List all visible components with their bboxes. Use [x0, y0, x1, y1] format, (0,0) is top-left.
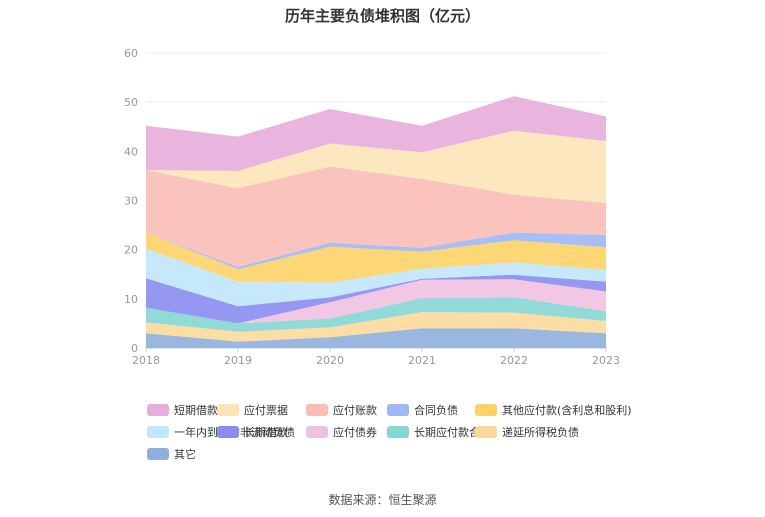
- legend-label: 长期应付款合计: [414, 426, 491, 439]
- legend-label: 应付债券: [333, 426, 377, 439]
- stacked-area-chart: 0 10 20 30 40 50 60 2018 2019 2020 2021 2022 2023: [124, 47, 620, 367]
- x-tick-label: 2023: [592, 354, 620, 367]
- chart-title: 历年主要负债堆积图（亿元）: [284, 7, 480, 25]
- legend-swatch: [475, 426, 497, 438]
- area-series: [146, 130, 606, 203]
- legend-swatch: [475, 404, 497, 416]
- legend-label: 合同负债: [414, 404, 458, 417]
- legend-swatch: [306, 426, 328, 438]
- legend-item[interactable]: 其它: [147, 446, 196, 462]
- legend-swatch: [147, 426, 169, 438]
- y-tick-label: 30: [124, 195, 138, 208]
- legend-swatch: [147, 404, 169, 416]
- y-tick-label: 0: [131, 342, 138, 355]
- x-tick-label: 2021: [408, 354, 436, 367]
- x-tick-label: 2019: [224, 354, 252, 367]
- legend-item[interactable]: 短期借款: [147, 402, 218, 418]
- legend-label: 应付账款: [333, 404, 377, 417]
- data-source: 数据来源：恒生聚源: [328, 493, 437, 507]
- legend-item[interactable]: 应付账款: [306, 402, 377, 418]
- y-tick-label: 60: [124, 47, 138, 60]
- legend-swatch: [387, 426, 409, 438]
- area-series: [146, 279, 606, 324]
- legend-item[interactable]: 其他应付款(含利息和股利): [475, 402, 632, 418]
- legend-swatch: [306, 404, 328, 416]
- area-series: [146, 232, 606, 270]
- legend-item[interactable]: 递延所得税负债: [475, 424, 579, 440]
- legend-item[interactable]: 应付票据: [217, 402, 288, 418]
- x-tick-label: 2022: [500, 354, 528, 367]
- x-tick-label: 2018: [132, 354, 160, 367]
- y-tick-label: 10: [124, 293, 138, 306]
- area-series: [146, 328, 606, 348]
- area-series: [146, 96, 606, 171]
- legend-item[interactable]: 长期借款: [217, 424, 288, 440]
- legend-item[interactable]: 合同负债: [387, 402, 458, 418]
- area-series: [146, 312, 606, 342]
- legend-swatch: [387, 404, 409, 416]
- legend-label: 应付票据: [244, 404, 288, 417]
- legend-label: 递延所得税负债: [502, 426, 579, 439]
- y-tick-label: 40: [124, 145, 138, 158]
- y-tick-label: 20: [124, 244, 138, 257]
- area-series: [146, 232, 606, 283]
- legend-item[interactable]: 长期应付款合计: [387, 424, 491, 440]
- legend-swatch: [217, 404, 239, 416]
- x-tick-label: 2020: [316, 354, 344, 367]
- legend-swatch: [147, 448, 169, 460]
- area-series: [146, 248, 606, 307]
- legend-item[interactable]: 应付债券: [306, 424, 377, 440]
- legend-label: 长期借款: [244, 426, 288, 439]
- y-tick-label: 50: [124, 96, 138, 109]
- legend-label: 短期借款: [174, 404, 218, 417]
- area-series: [146, 166, 606, 267]
- legend-label: 其它: [174, 448, 196, 461]
- legend-swatch: [217, 426, 239, 438]
- legend-label: 其他应付款(含利息和股利): [502, 404, 632, 417]
- area-series: [146, 297, 606, 332]
- area-series: [146, 274, 606, 324]
